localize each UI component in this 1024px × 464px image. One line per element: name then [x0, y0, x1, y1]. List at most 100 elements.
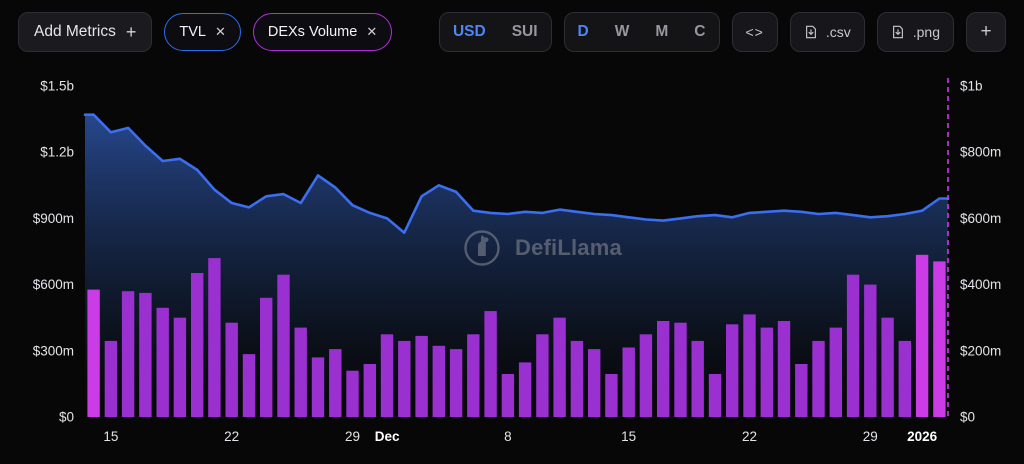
volume-bar[interactable]	[898, 340, 911, 417]
right-axis-label: $800m	[960, 145, 1001, 160]
volume-bar[interactable]	[449, 349, 463, 417]
volume-bar[interactable]	[622, 347, 635, 418]
code-icon: <>	[745, 24, 764, 40]
x-axis-label: 8	[504, 429, 512, 444]
metric-pill-label: DEXs Volume	[267, 24, 358, 40]
volume-bar[interactable]	[536, 334, 549, 418]
plus-icon: +	[980, 21, 992, 42]
volume-bar[interactable]	[657, 321, 670, 417]
volume-bar[interactable]	[294, 327, 307, 417]
tvl-volume-combo-chart[interactable]: $0 $300m $600m $900m $1.2b $1.5b $0 $200m $400m $…	[0, 64, 1024, 464]
volume-bar[interactable]	[415, 335, 428, 417]
volume-bar[interactable]	[553, 317, 566, 417]
volume-bar[interactable]	[795, 364, 808, 417]
volume-bar[interactable]	[329, 349, 342, 417]
x-axis-label: 22	[224, 429, 239, 444]
volume-bar[interactable]	[691, 340, 704, 417]
csv-label: .csv	[825, 24, 851, 40]
volume-bar[interactable]	[260, 297, 273, 417]
right-axis-label: $200m	[960, 343, 1001, 358]
volume-bar[interactable]	[743, 314, 756, 417]
volume-bar[interactable]	[139, 292, 152, 417]
download-icon	[892, 25, 903, 39]
volume-bar[interactable]	[674, 322, 687, 417]
volume-bar[interactable]	[208, 258, 221, 417]
volume-bar[interactable]	[156, 307, 169, 417]
volume-bar[interactable]	[87, 289, 100, 417]
close-icon[interactable]: ✕	[366, 24, 378, 39]
right-axis-label: $400m	[960, 277, 1001, 292]
interval-option-monthly[interactable]: M	[642, 13, 681, 51]
volume-bar[interactable]	[173, 317, 187, 417]
chart-area: $0 $300m $600m $900m $1.2b $1.5b $0 $200m $400m $…	[0, 64, 1024, 464]
right-axis-label: $1b	[960, 79, 983, 94]
volume-bar[interactable]	[432, 345, 445, 417]
volume-bar[interactable]	[346, 370, 359, 417]
png-label: .png	[912, 24, 940, 40]
x-axis-label: 15	[621, 429, 636, 444]
interval-toggle: D W M C	[563, 12, 720, 52]
download-csv-button[interactable]: .csv	[789, 12, 865, 52]
x-axis-label: 2026	[907, 429, 938, 444]
plus-icon: +	[125, 21, 137, 42]
right-axis-label: $600m	[960, 211, 1001, 226]
x-axis-label: Dec	[375, 429, 400, 444]
metric-pill-label: TVL	[179, 24, 206, 40]
volume-bar[interactable]	[242, 354, 256, 417]
volume-bar[interactable]	[915, 254, 929, 417]
left-axis-label: $1.2b	[40, 145, 74, 160]
add-chart-button[interactable]: +	[966, 12, 1006, 52]
left-axis-label: $1.5b	[40, 79, 74, 94]
volume-bar[interactable]	[104, 340, 118, 417]
volume-bar[interactable]	[225, 322, 238, 417]
volume-bar[interactable]	[864, 284, 877, 417]
metric-pill-dexs-volume[interactable]: DEXs Volume ✕	[252, 13, 393, 51]
metric-pill-tvl[interactable]: TVL ✕	[164, 13, 241, 51]
volume-bar[interactable]	[191, 273, 204, 417]
right-axis-label: $0	[960, 410, 975, 425]
volume-bar[interactable]	[467, 334, 480, 418]
x-axis-label: 29	[863, 429, 878, 444]
volume-bar[interactable]	[484, 311, 497, 417]
volume-bar[interactable]	[846, 274, 860, 417]
volume-bar[interactable]	[380, 334, 394, 418]
x-axis-label: 22	[742, 429, 757, 444]
currency-option-sui[interactable]: SUI	[499, 13, 551, 51]
volume-bar[interactable]	[777, 321, 791, 417]
volume-bar[interactable]	[518, 362, 532, 417]
volume-bar[interactable]	[639, 334, 653, 418]
interval-option-daily[interactable]: D	[565, 13, 602, 51]
tvl-line	[83, 113, 950, 234]
toolbar: Add Metrics + TVL ✕ DEXs Volume ✕ USD SU…	[0, 0, 1024, 64]
add-metrics-label: Add Metrics	[34, 23, 116, 40]
interval-option-cumulative[interactable]: C	[681, 13, 718, 51]
volume-bar[interactable]	[363, 364, 376, 417]
add-metrics-button[interactable]: Add Metrics +	[18, 12, 153, 52]
volume-bar[interactable]	[570, 340, 584, 417]
download-png-button[interactable]: .png	[876, 12, 954, 52]
x-axis-label: 15	[103, 429, 118, 444]
left-axis-label: $600m	[33, 277, 74, 292]
volume-bar[interactable]	[605, 374, 618, 417]
volume-bar[interactable]	[121, 291, 135, 417]
volume-bar[interactable]	[708, 374, 722, 417]
embed-button[interactable]: <>	[731, 12, 778, 52]
download-icon	[805, 25, 816, 39]
interval-option-weekly[interactable]: W	[602, 13, 643, 51]
volume-bar[interactable]	[501, 374, 515, 417]
volume-bar[interactable]	[588, 349, 601, 417]
volume-bar[interactable]	[311, 357, 325, 417]
currency-option-usd[interactable]: USD	[440, 13, 499, 51]
volume-bar[interactable]	[829, 327, 842, 417]
left-axis-label: $0	[59, 410, 74, 425]
volume-bar[interactable]	[398, 340, 411, 417]
volume-bar[interactable]	[933, 261, 946, 417]
volume-bar[interactable]	[726, 324, 739, 417]
close-icon[interactable]: ✕	[214, 24, 226, 39]
volume-bar[interactable]	[881, 317, 894, 417]
x-axis-label: 29	[345, 429, 360, 444]
volume-bar[interactable]	[760, 327, 773, 417]
volume-bar[interactable]	[277, 274, 290, 417]
volume-bar[interactable]	[812, 340, 825, 417]
